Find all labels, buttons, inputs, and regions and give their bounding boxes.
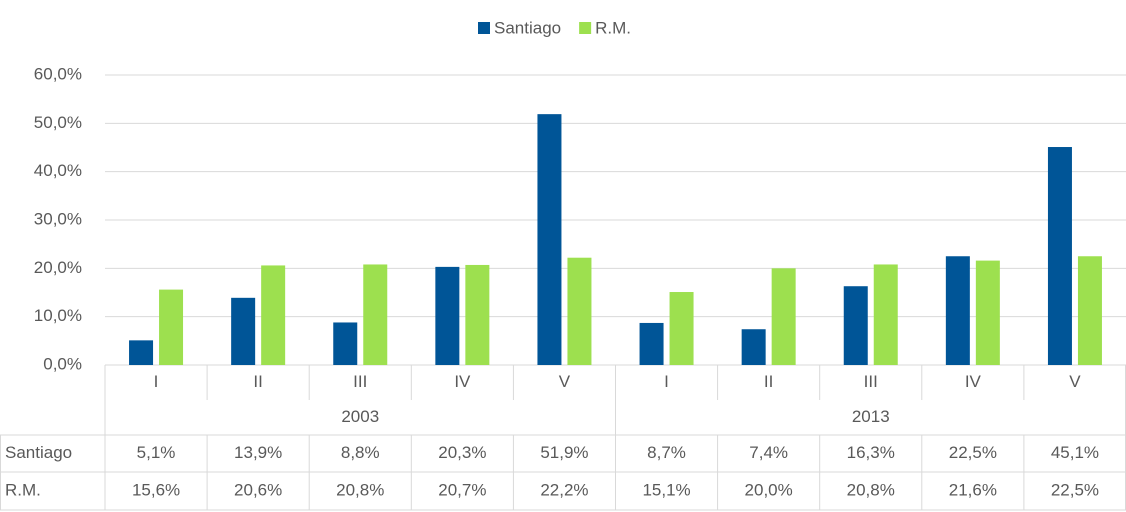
- table-value: 20,7%: [438, 480, 486, 499]
- bar: [363, 264, 388, 365]
- y-tick-label: 40,0%: [34, 161, 82, 180]
- x-tick-label: IV: [965, 372, 982, 391]
- table-value: 8,7%: [647, 443, 686, 462]
- bar: [639, 322, 664, 365]
- y-tick-label: 20,0%: [34, 258, 82, 277]
- bar: [843, 286, 868, 365]
- bar: [567, 257, 592, 365]
- bar: [129, 340, 154, 365]
- table-value: 16,3%: [847, 443, 895, 462]
- table-value: 20,6%: [234, 480, 282, 499]
- table-value: 51,9%: [540, 443, 588, 462]
- x-tick-label: III: [353, 372, 367, 391]
- table-row-label: R.M.: [5, 480, 41, 499]
- bar: [435, 266, 460, 365]
- bar: [231, 297, 256, 365]
- y-tick-label: 50,0%: [34, 113, 82, 132]
- x-tick-label: IV: [454, 372, 471, 391]
- bar: [537, 114, 562, 366]
- x-tick-label: V: [559, 372, 571, 391]
- bar: [1077, 256, 1102, 365]
- legend-label: R.M.: [595, 18, 631, 37]
- legend-swatch: [478, 22, 490, 34]
- table-value: 20,8%: [847, 480, 895, 499]
- bar: [945, 256, 970, 365]
- y-tick-label: 30,0%: [34, 209, 82, 228]
- bar: [873, 264, 898, 365]
- x-tick-label: II: [764, 372, 773, 391]
- legend-swatch: [579, 22, 592, 34]
- bar: [465, 264, 490, 365]
- y-tick-label: 10,0%: [34, 306, 82, 325]
- table-value: 13,9%: [234, 443, 282, 462]
- table-value: 22,5%: [1051, 480, 1099, 499]
- table-value: 20,3%: [438, 443, 486, 462]
- x-tick-label: V: [1069, 372, 1081, 391]
- table-value: 5,1%: [137, 443, 176, 462]
- bar: [975, 260, 1000, 365]
- bar: [741, 329, 766, 365]
- legend-label: Santiago: [494, 18, 561, 37]
- table-value: 22,5%: [949, 443, 997, 462]
- y-tick-label: 60,0%: [34, 64, 82, 83]
- table-value: 22,2%: [540, 480, 588, 499]
- x-tick-label: III: [864, 372, 878, 391]
- bar: [1047, 147, 1072, 365]
- table-value: 45,1%: [1051, 443, 1099, 462]
- y-tick-label: 0,0%: [43, 354, 82, 373]
- x-tick-label: II: [253, 372, 262, 391]
- table-value: 15,1%: [642, 480, 690, 499]
- x-tick-label: I: [664, 372, 669, 391]
- table-row-label: Santiago: [5, 443, 72, 462]
- bar: [771, 268, 796, 365]
- table-value: 20,8%: [336, 480, 384, 499]
- group-label: 2003: [341, 407, 379, 426]
- table-value: 15,6%: [132, 480, 180, 499]
- bar: [333, 322, 358, 365]
- bar: [159, 289, 184, 365]
- table-value: 8,8%: [341, 443, 380, 462]
- x-tick-label: I: [154, 372, 159, 391]
- table-value: 20,0%: [745, 480, 793, 499]
- bar: [669, 292, 694, 365]
- bar: [261, 265, 286, 365]
- table-value: 7,4%: [749, 443, 788, 462]
- table-value: 21,6%: [949, 480, 997, 499]
- group-label: 2013: [852, 407, 890, 426]
